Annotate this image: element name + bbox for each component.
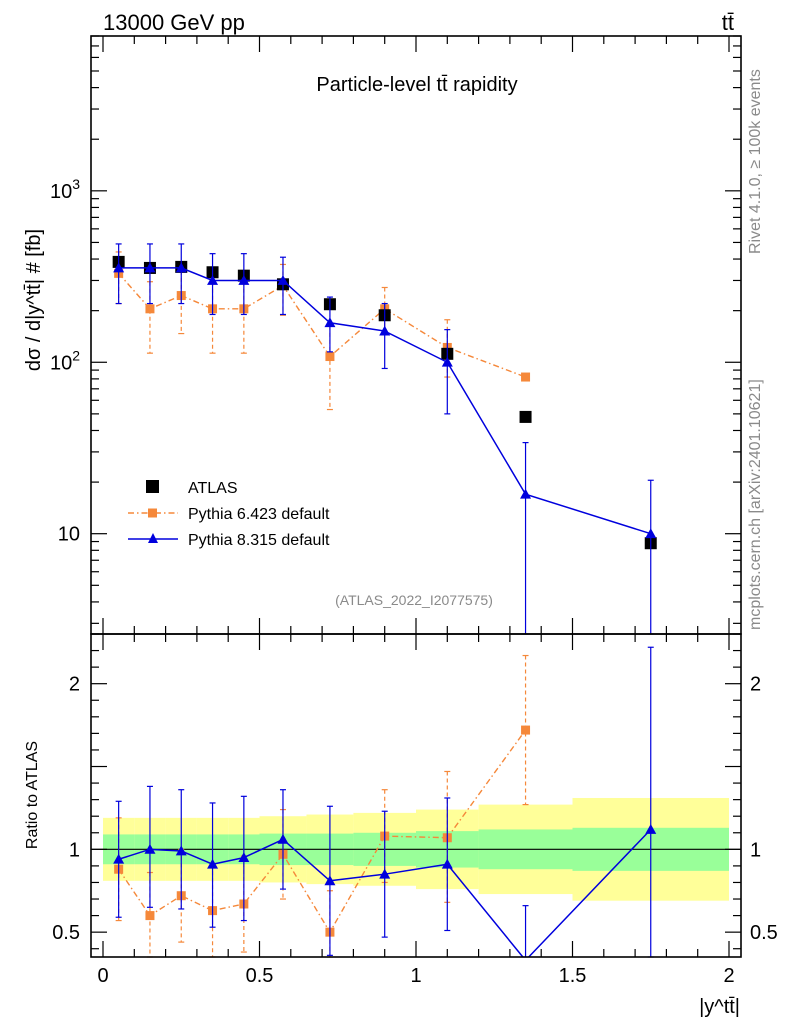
pythia8-point [645,528,657,539]
ratio-pythia8-point [645,823,657,834]
ratio-axis-label: Ratio to ATLAS [24,741,41,849]
pythia8-point [175,262,187,273]
legend-atlas-marker [146,480,159,493]
x-tick-label: 1 [410,965,421,987]
ratio-tick-label-right: 1 [750,839,761,861]
pythia6-point [325,352,335,362]
y-tick-label: 10 [58,524,80,546]
legend-pythia8-marker [148,533,158,543]
ratio-series-pythia6 [114,654,531,958]
ratio-panel: 0 0.5 1 1.5 2 0.5 0.5 1 1 2 2 Ratio to ATLAS |y^tt… [24,633,778,1018]
pythia8-point [238,274,250,285]
rivet-label: Rivet 4.1.0, ≥ 100k events [747,69,764,254]
x-tick-label: 1.5 [559,965,587,987]
main-panel: 10 102 103 Particle-level tt̄ rapidity (AT… [23,35,742,635]
ratio-pythia8-point [324,875,336,886]
legend-pythia6-label: Pythia 6.423 default [188,506,330,523]
main-axes: 10 102 103 [50,35,741,634]
atlas-point [519,410,532,423]
y-tick-label: 102 [50,347,80,374]
legend-atlas-label: ATLAS [188,480,238,497]
ratio-pythia6-point [521,725,531,735]
series-pythia8 [113,243,657,635]
ratio-tick-label-right: 0.5 [750,922,778,944]
ratio-pythia8-point [277,833,289,844]
ratio-pythia6-line [118,729,527,934]
ratio-pythia8-point [441,858,453,869]
legend-pythia8-label: Pythia 8.315 default [188,532,330,549]
process-label: tt̄ [722,10,734,35]
pythia6-point [145,304,155,314]
main-plot-area [112,243,657,635]
analysis-label: (ATLAS_2022_I2077575) [335,592,493,608]
pythia8-point [277,274,289,285]
ratio-tick-label: 0.5 [52,922,80,944]
y-axis-label: dσ / d|y^tt̄| # [fb] [23,229,45,371]
legend-pythia6-marker [148,508,157,518]
ratio-tick-label: 1 [69,839,80,861]
ratio-tick-label-right: 2 [750,674,761,696]
ratio-pythia8-point [207,858,219,869]
pythia8-point [379,325,391,336]
pythia6-point [521,372,531,382]
energy-label: 13000 GeV pp [103,10,245,35]
x-tick-label: 2 [723,965,734,987]
y-tick-label: 103 [50,176,80,203]
ratio-pythia8-point [175,845,187,856]
ratio-pythia6-point [145,911,155,921]
x-axis-label: |y^tt̄| [699,996,740,1018]
x-tick-label: 0.5 [246,965,274,987]
ratio-pythia8-point [238,852,250,863]
ratio-frame [90,633,742,958]
pythia8-point [520,488,532,499]
pythia8-point [441,356,453,367]
pythia8-point [207,274,219,285]
ratio-tick-label: 2 [69,674,80,696]
pythia8-point [324,317,336,328]
ratio-axes: 0 0.5 1 1.5 2 0.5 0.5 1 1 2 2 [52,633,778,987]
ratio-pythia8-point [144,843,156,854]
legend: ATLAS Pythia 6.423 default Pythia 8.315 … [128,480,330,549]
ratio-plot-area [91,646,741,958]
x-tick-label: 0 [97,965,108,987]
ratio-pythia8-line [118,828,652,958]
ratio-pythia8-point [113,853,125,864]
series-pythia6 [114,251,531,411]
plot-title: Particle-level tt̄ rapidity [316,74,517,96]
pythia8-point [144,262,156,273]
ratio-series-pythia8 [113,646,657,958]
pythia8-point [113,262,125,273]
mcplots-label: mcplots.cern.ch [arXiv:2401.10621] [747,379,764,630]
ratio-pythia8-point [379,868,391,879]
pythia6-line [118,272,526,378]
